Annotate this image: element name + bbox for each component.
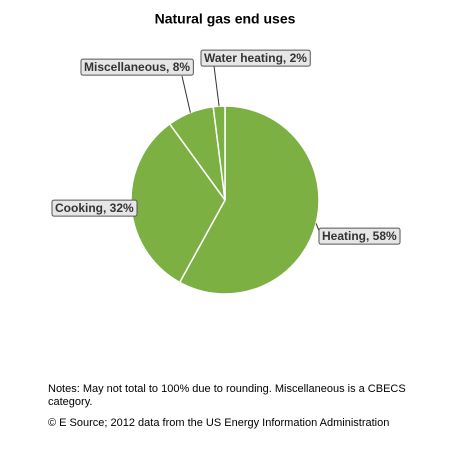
chart-title: Natural gas end uses: [155, 11, 296, 27]
label-box: [80, 58, 194, 76]
leader-line: [213, 65, 220, 107]
slices: [130, 105, 320, 295]
data-label: Cooking, 32%: [55, 201, 134, 215]
label-box: [200, 49, 311, 67]
leader-line: [181, 75, 191, 113]
data-label: Heating, 58%: [322, 229, 397, 243]
source: © E Source; 2012 data from the US Energy…: [48, 417, 389, 429]
label-box: [51, 199, 138, 217]
notes: Notes: May not total to 100% due to roun…: [48, 383, 406, 395]
notes: category.: [48, 396, 92, 408]
pie-slice: [178, 105, 320, 295]
label-box: [318, 227, 401, 245]
data-label: Water heating, 2%: [204, 51, 307, 65]
data-label: Miscellaneous, 8%: [84, 60, 190, 74]
